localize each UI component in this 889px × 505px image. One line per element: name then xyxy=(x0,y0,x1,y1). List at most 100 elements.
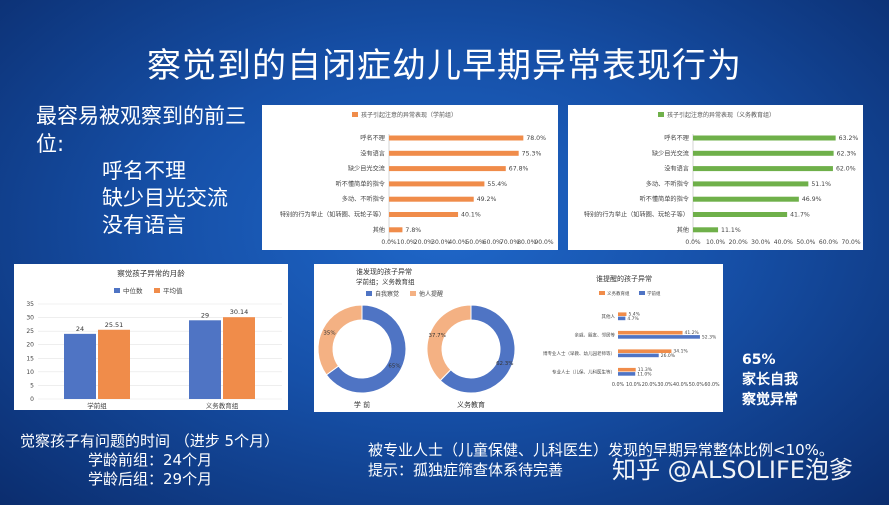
bar xyxy=(693,227,719,233)
category-label: 呼名不理 xyxy=(360,134,385,142)
tick-label: 40.0% xyxy=(448,239,467,246)
bar xyxy=(693,150,834,156)
value-label: 29 xyxy=(201,311,209,319)
parent-text-1: 家长自我 xyxy=(742,372,798,388)
bar xyxy=(618,349,672,353)
tick-label: 10.0% xyxy=(706,239,725,246)
category-label: 缺少目光交流 xyxy=(348,165,385,173)
category-label: 特别的行为举止（如转圈、玩轮子等） xyxy=(280,211,385,219)
value-label: 41.2% xyxy=(685,330,700,336)
category-label: 义务教育组 xyxy=(206,401,239,410)
bar xyxy=(389,196,474,202)
tick-label: 5 xyxy=(30,382,34,389)
tick-label: 20.0% xyxy=(729,239,748,246)
tick-label: 50.0% xyxy=(796,239,815,246)
top3-list: 呼名不理 缺少目光交流 没有语言 xyxy=(102,158,228,239)
tick-label: 50.0% xyxy=(689,382,705,388)
chart-detection-age: 察觉孩子异常的月龄 中位数 平均值 0 5 10 15 20 25 30 35 24 25.51 学前组 2… xyxy=(14,264,288,410)
bar xyxy=(189,320,221,399)
legend-label: 孩子引起注意的异常表现（学前组） xyxy=(361,111,457,119)
category-label: 亲戚、朋友、邻居等 xyxy=(575,332,616,339)
chart-title: 谁提醒的孩子异常 xyxy=(596,274,652,283)
tick-label: 35 xyxy=(26,301,34,308)
legend-swatch xyxy=(658,112,664,117)
tick-label: 0.0% xyxy=(381,239,397,246)
top3-item-2: 缺少目光交流 xyxy=(102,186,228,210)
tick-label: 10 xyxy=(26,369,34,376)
legend-label: 中位数 xyxy=(123,286,143,295)
bar xyxy=(389,227,403,233)
donut-slice xyxy=(426,304,472,382)
bar xyxy=(693,196,799,202)
tick-label: 90.0% xyxy=(534,239,553,246)
tick-label: 30.0% xyxy=(431,239,450,246)
tick-label: 50.0% xyxy=(466,239,485,246)
bar xyxy=(618,335,700,339)
bar xyxy=(389,181,485,187)
tick-label: 15 xyxy=(26,355,34,362)
category-label: 学前组 xyxy=(87,401,107,410)
tick-label: 20.0% xyxy=(414,239,433,246)
top3-item-1: 呼名不理 xyxy=(102,159,186,183)
legend-label: 学前组 xyxy=(647,290,661,297)
bar xyxy=(389,135,524,141)
bar xyxy=(98,329,130,399)
detection-time-title: 觉察孩子有问题的时间 （进步 5个月） xyxy=(20,432,280,450)
value-label: 34.1% xyxy=(673,349,688,355)
bar xyxy=(693,166,833,172)
tick-label: 60.0% xyxy=(819,239,838,246)
chart-compulsory-svg: 孩子引起注意的异常表现（义务教育组） 呼名不理 63.2% 缺少目光交流 62.3% 没有… xyxy=(584,111,861,246)
value-label: 25.51 xyxy=(105,321,124,329)
value-label: 24 xyxy=(76,325,84,333)
legend-label: 孩子引起注意的异常表现（义务教育组） xyxy=(667,111,775,119)
bar xyxy=(389,166,506,172)
bar xyxy=(693,135,836,141)
chart-compulsory-attention: 孩子引起注意的异常表现（义务教育组） 呼名不理 63.2% 缺少目光交流 62.3% 没有… xyxy=(568,105,863,250)
bar xyxy=(693,212,788,217)
category-label: 专业人士（儿保、儿科医生等） xyxy=(552,369,615,376)
slice-label: 65% xyxy=(388,364,400,370)
category-label: 没有语言 xyxy=(664,165,689,173)
tick-label: 0.0% xyxy=(612,382,625,388)
category-label: 缺少目光交流 xyxy=(652,149,689,157)
tick-label: 0.0% xyxy=(685,239,701,246)
category-label: 博专业人士（早教、幼儿园老师等） xyxy=(543,350,615,357)
donut-slice xyxy=(439,304,516,394)
detection-time-note: 觉察孩子有问题的时间 （进步 5个月） 学龄前组：24个月 学龄后组：29个月 xyxy=(20,432,279,489)
category-label: 听不懂简单的指令 xyxy=(336,180,386,188)
bar xyxy=(618,312,627,316)
tick-label: 80.0% xyxy=(517,239,536,246)
slice-label: 37.7% xyxy=(428,333,445,339)
tick-label: 10.0% xyxy=(397,239,416,246)
category-label: 呼名不理 xyxy=(664,134,689,142)
value-label: 41.7% xyxy=(790,212,810,219)
legend-swatch xyxy=(639,291,645,295)
chart-preschool-svg: 孩子引起注意的异常表现（学前组） 呼名不理 78.0% 没有语言 75.3% 缺少目光交流… xyxy=(280,111,554,246)
ring-label: 学 前 xyxy=(354,400,370,409)
slide-title: 察觉到的自闭症幼儿早期异常表现行为 xyxy=(147,46,742,86)
value-label: 49.2% xyxy=(477,196,497,203)
value-label: 75.3% xyxy=(522,150,542,157)
detection-time-post: 学龄后组：29个月 xyxy=(88,470,213,488)
bar xyxy=(389,150,519,156)
professional-note: 被专业人士（儿童保健、儿科医生）发现的早期异常整体比例<10%。 提示：孤独症筛… xyxy=(368,440,834,480)
legend-label: 他人提醒 xyxy=(419,290,443,298)
category-label: 其他人 xyxy=(602,313,616,320)
tick-label: 60.0% xyxy=(483,239,502,246)
tick-label: 30.0% xyxy=(657,382,673,388)
value-label: 62.3% xyxy=(837,150,857,157)
category-label: 多动、不听指令 xyxy=(342,195,386,203)
bar xyxy=(618,367,636,372)
category-label: 特别的行为举止（如转圈、玩轮子等） xyxy=(584,211,689,219)
bar xyxy=(693,181,809,187)
tick-label: 40.0% xyxy=(673,382,689,388)
value-label: 30.14 xyxy=(230,308,249,316)
chart-title: 谁发现的孩子异常 xyxy=(356,267,412,276)
category-label: 其他 xyxy=(677,226,689,234)
tick-label: 70.0% xyxy=(500,239,519,246)
ring-label: 义务教育 xyxy=(457,400,485,409)
professional-line: 被专业人士（儿童保健、儿科医生）发现的早期异常整体比例<10%。 xyxy=(368,441,834,459)
donut-slice xyxy=(317,304,363,376)
